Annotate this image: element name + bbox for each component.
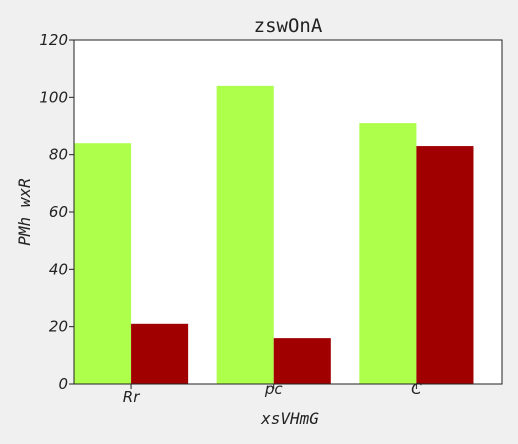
bar-series-1-pc (216, 85, 274, 385)
x-axis: Rr pc C (123, 380, 422, 406)
y-axis-label: PMh wxR (15, 178, 34, 245)
bar-series-1-c (359, 123, 417, 384)
y-tick-label: 40 (49, 260, 68, 278)
bar-series-2-c (416, 146, 474, 384)
x-axis-label: xsVHmG (260, 409, 319, 428)
y-tick-label: 80 (49, 146, 68, 164)
bar-series-2-pc (273, 338, 331, 384)
y-axis: 0 20 40 60 80 100 120 (39, 31, 74, 393)
y-tick-label: 0 (58, 375, 68, 393)
y-tick-label: 60 (49, 203, 68, 221)
y-tick-label: 20 (49, 318, 68, 336)
x-tick-label-c: C (411, 380, 422, 398)
bar-series-2-rr (131, 323, 189, 384)
bar-series-1-rr (74, 143, 132, 384)
y-tick-label: 100 (39, 88, 68, 106)
x-tick-label-rr: Rr (123, 388, 140, 406)
bars-layer (74, 85, 474, 385)
y-tick-label: 120 (39, 31, 68, 49)
chart-title: zswOnA (254, 15, 323, 37)
x-tick-label-pc: pc (264, 380, 284, 398)
